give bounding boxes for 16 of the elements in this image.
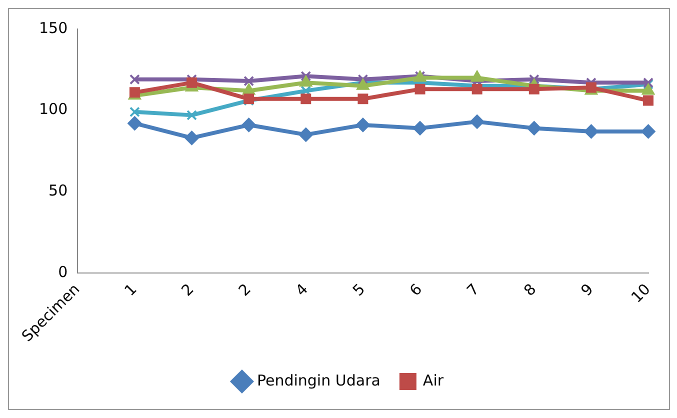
- x-tick-label: 6: [406, 280, 426, 300]
- y-tick-label: 150: [38, 18, 68, 37]
- x-tick-label: 2: [178, 280, 198, 300]
- x-tick-label: 8: [520, 280, 540, 300]
- y-tick-label: 0: [58, 262, 68, 281]
- x-tick-label: 7: [463, 280, 483, 300]
- x-tick-label: 1: [120, 280, 140, 300]
- x-tick-label: 9: [577, 280, 597, 300]
- y-tick-label: 50: [48, 182, 68, 200]
- x-tick-label: 4: [292, 280, 312, 300]
- legend-label: Pendingin Udara: [256, 371, 380, 390]
- legend-label: Air: [422, 371, 444, 390]
- x-tick-label: 2: [234, 280, 254, 300]
- x-tick-label: 10: [628, 280, 654, 306]
- y-tick-label: 100: [38, 100, 68, 118]
- x-tick-label: 5: [349, 280, 369, 300]
